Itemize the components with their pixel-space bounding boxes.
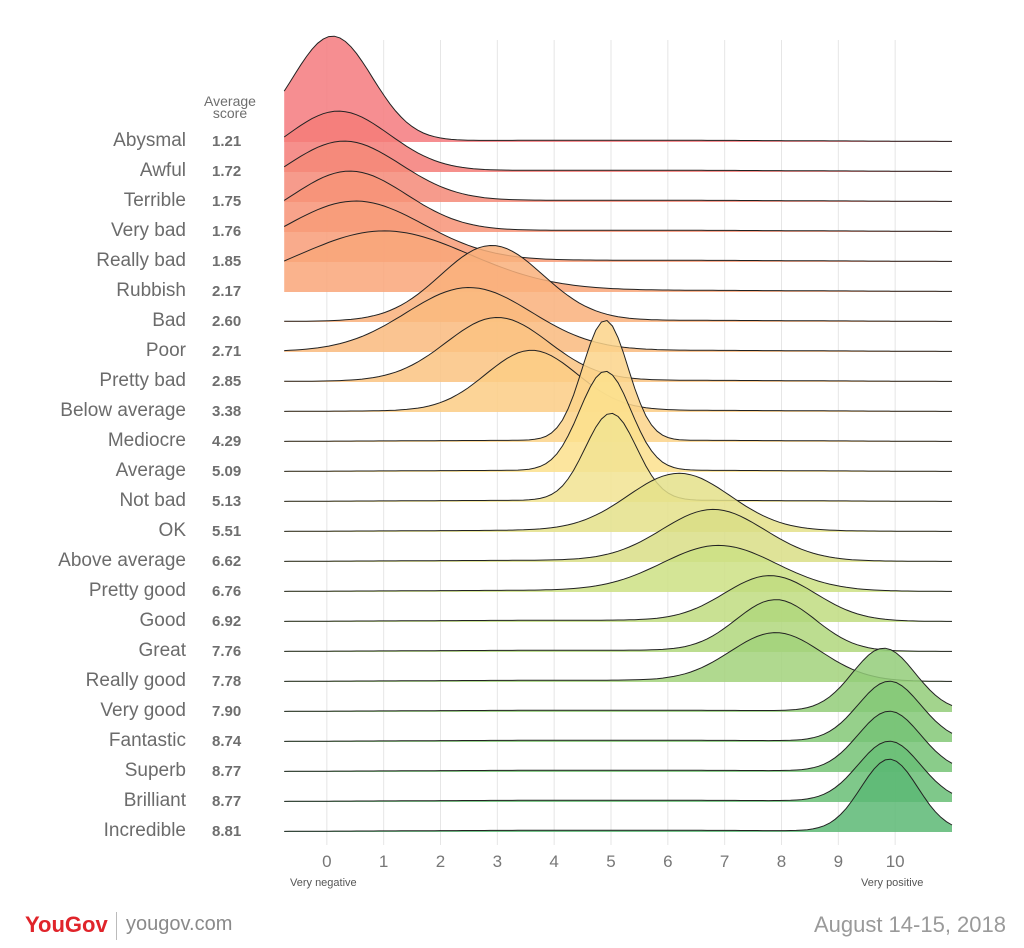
ridge-area-above-average — [284, 509, 952, 562]
ridge-line-really-good — [284, 632, 952, 682]
ridge-line-very-bad — [283, 170, 952, 232]
ridge-line-very-good — [284, 647, 953, 712]
x-end-label-left: Very negative — [290, 877, 357, 889]
row-label: Brilliant — [123, 790, 186, 811]
row-label: Poor — [145, 340, 186, 361]
row-score: 1.72 — [212, 163, 242, 180]
footer-site-link[interactable]: yougov.com — [126, 913, 233, 935]
row-label: Abysmal — [113, 130, 186, 151]
row-label: Above average — [58, 550, 186, 571]
x-tick-label: 4 — [549, 852, 559, 871]
ridge-line-fantastic — [284, 680, 953, 742]
row-label: Superb — [124, 760, 186, 781]
row-label: Awful — [139, 160, 186, 181]
row-label: Rubbish — [116, 280, 186, 301]
x-tick-label: 10 — [885, 852, 905, 871]
row-label: Mediocre — [107, 430, 186, 451]
ridge-line-really-bad — [283, 200, 952, 262]
row-label: Really bad — [96, 250, 186, 271]
ridge-line-awful — [283, 110, 952, 172]
row-label: Pretty good — [88, 580, 186, 601]
ridge-line-bad — [284, 244, 952, 322]
row-score: 7.76 — [212, 643, 242, 660]
row-score: 6.62 — [212, 553, 242, 570]
row-score: 5.13 — [212, 493, 242, 510]
row-label: Good — [139, 610, 186, 631]
row-score: 8.81 — [212, 823, 242, 840]
row-score: 1.85 — [212, 253, 242, 270]
row-score: 6.76 — [212, 583, 242, 600]
row-score: 2.85 — [212, 373, 242, 390]
x-tick-label: 6 — [663, 852, 673, 871]
survey-date: August 14-15, 2018 — [813, 912, 1006, 937]
row-score: 2.71 — [212, 343, 242, 360]
footer-divider — [116, 912, 117, 940]
row-label: Bad — [152, 310, 186, 331]
ridge-area-really-good — [284, 632, 952, 682]
ridge-line-superb — [284, 710, 953, 772]
row-label: Very good — [100, 700, 186, 721]
ridge-line-not-bad — [284, 412, 952, 502]
ridge-area-not-bad — [284, 413, 952, 502]
ridge-area-abysmal — [284, 36, 952, 143]
row-label: Below average — [60, 400, 186, 421]
ridge-area-poor — [284, 287, 952, 352]
row-label: Pretty bad — [99, 370, 186, 391]
row-score: 5.51 — [212, 523, 242, 540]
row-score: 8.77 — [212, 763, 242, 780]
row-label: Great — [138, 640, 186, 661]
row-score: 5.09 — [212, 463, 242, 480]
x-tick-label: 5 — [606, 852, 616, 871]
row-score: 8.74 — [212, 733, 242, 750]
ridge-line-pretty-good — [284, 544, 952, 592]
x-tick-label: 7 — [719, 852, 730, 871]
score-header: Average score — [204, 93, 256, 121]
ridge-line-above-average — [284, 508, 952, 562]
row-label: OK — [158, 520, 186, 541]
ridge-line-terrible — [283, 140, 952, 202]
ridge-line-brilliant — [284, 740, 953, 802]
ridge-line-mediocre — [284, 319, 952, 442]
row-score: 3.38 — [212, 403, 242, 420]
x-tick-label: 1 — [378, 852, 389, 871]
ridge-line-good — [284, 575, 952, 622]
x-tick-label: 3 — [492, 852, 503, 871]
x-tick-label: 0 — [322, 852, 332, 871]
row-score: 4.29 — [212, 433, 242, 450]
row-score: 7.90 — [212, 703, 242, 720]
row-score: 1.76 — [212, 223, 242, 240]
x-tick-label: 9 — [833, 852, 844, 871]
row-score: 8.77 — [212, 793, 242, 810]
row-label: Very bad — [111, 220, 186, 241]
yougov-logo[interactable]: YouGov — [25, 912, 108, 937]
ridge-line-great — [284, 599, 952, 652]
ridge-area-great — [284, 599, 952, 652]
ridge-line-ok — [284, 472, 952, 532]
row-score: 2.60 — [212, 313, 242, 330]
row-score: 2.17 — [212, 283, 242, 300]
row-label: Terrible — [123, 190, 186, 211]
ridge-area-pretty-bad — [284, 317, 952, 382]
x-tick-label: 2 — [435, 852, 446, 871]
ridge-area-mediocre — [284, 320, 952, 442]
ridge-line-average — [284, 370, 952, 472]
row-label: Not bad — [119, 490, 186, 511]
row-score: 1.75 — [212, 193, 242, 210]
row-label: Really good — [85, 670, 186, 691]
x-tick-label: 8 — [776, 852, 787, 871]
ridge-line-abysmal — [283, 35, 952, 142]
ridge-area-incredible — [284, 759, 952, 832]
row-score: 6.92 — [212, 613, 242, 630]
row-label: Fantastic — [108, 730, 186, 751]
ridge-line-incredible — [284, 758, 953, 832]
row-score: 7.78 — [212, 673, 242, 690]
row-label: Average — [115, 460, 186, 481]
x-end-label-right: Very positive — [861, 877, 924, 889]
row-label: Incredible — [103, 820, 186, 841]
ridge-line-rubbish — [284, 230, 952, 292]
row-score: 1.21 — [212, 133, 242, 150]
